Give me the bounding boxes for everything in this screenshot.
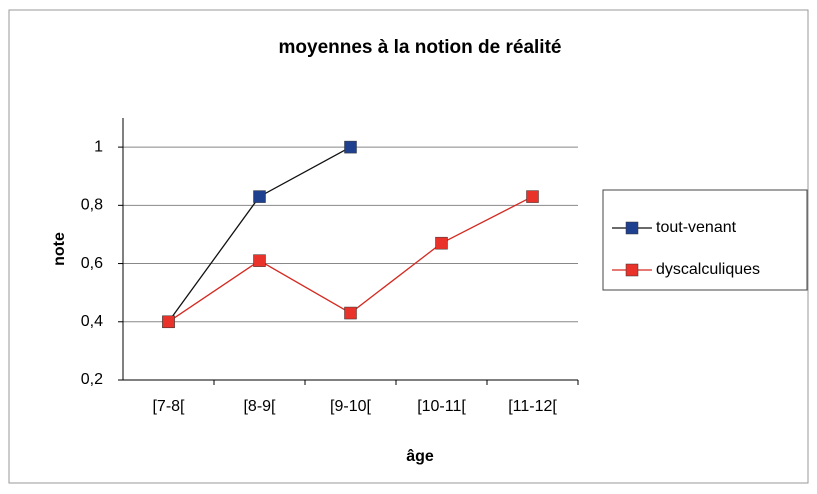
- legend-label: dyscalculiques: [656, 261, 760, 278]
- x-tick-label: [8-9[: [243, 398, 276, 415]
- legend-marker: [625, 221, 639, 235]
- y-tick-label: 0,6: [81, 255, 103, 272]
- y-tick-label: 0,4: [81, 313, 103, 330]
- y-axis-label: note: [51, 232, 68, 266]
- x-tick-label: [11-12[: [508, 398, 557, 415]
- legend-marker: [625, 263, 639, 277]
- point-marker: [526, 190, 539, 203]
- point-marker: [162, 315, 175, 329]
- x-tick-label: [9-10[: [330, 398, 371, 415]
- y-tick-label: 1: [94, 138, 103, 155]
- y-tick-label: 0,2: [81, 371, 103, 388]
- x-tick-label: [10-11[: [417, 398, 466, 415]
- point-marker: [435, 236, 448, 250]
- x-tick-label: [7-8[: [152, 398, 185, 415]
- point-marker: [344, 140, 357, 154]
- y-tick-label: 0,8: [81, 197, 103, 214]
- point-marker: [253, 190, 266, 203]
- x-axis-label: âge: [406, 448, 434, 465]
- point-marker: [344, 306, 357, 320]
- point-marker: [253, 254, 266, 267]
- chart-title: moyennes à la notion de réalité: [279, 37, 562, 58]
- legend-label: tout-venant: [656, 219, 737, 236]
